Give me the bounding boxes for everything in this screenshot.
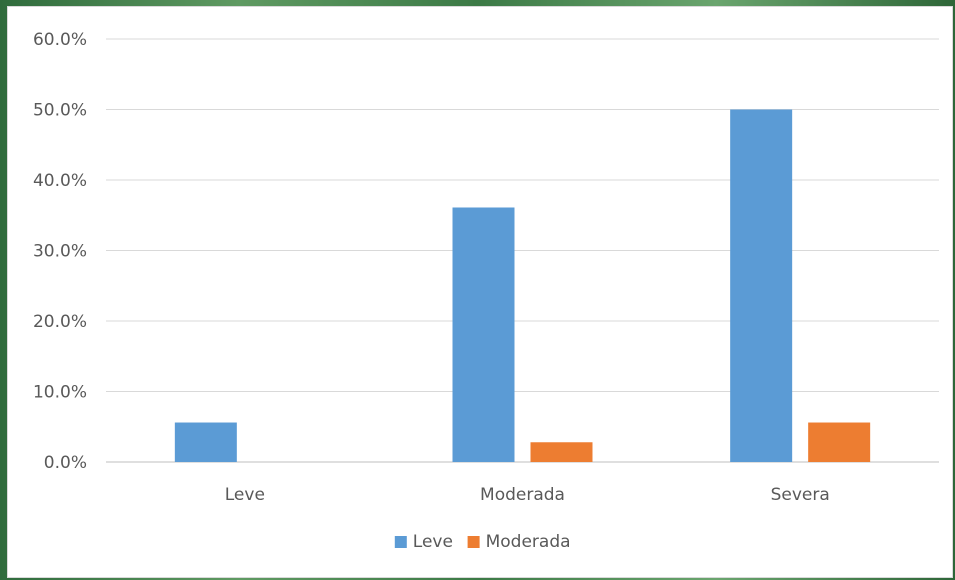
y-tick-label: 0.0% <box>44 453 87 473</box>
y-tick-label: 10.0% <box>33 383 87 403</box>
x-category-label: Severa <box>771 485 830 505</box>
legend-label: Leve <box>413 532 453 552</box>
bar-moderada-moderada <box>530 442 593 462</box>
legend-label: Moderada <box>486 532 571 552</box>
y-tick-label: 60.0% <box>33 30 87 50</box>
y-tick-label: 50.0% <box>33 101 87 121</box>
y-tick-label: 20.0% <box>33 312 87 332</box>
bar-chart: 0.0% 10.0% 20.0% 30.0% 40.0% 50.0% 60.0% Leve Mo… <box>33 30 939 552</box>
y-tick-label: 40.0% <box>33 171 87 191</box>
legend-swatch <box>394 536 407 548</box>
bar-leve-severa <box>730 109 793 462</box>
bar-moderada-severa <box>808 422 871 462</box>
legend-swatch <box>467 536 480 548</box>
bar-leve-leve <box>174 422 237 462</box>
bar-leve-moderada <box>452 207 515 462</box>
x-category-label: Moderada <box>480 485 565 505</box>
x-category-label: Leve <box>225 485 265 505</box>
y-tick-label: 30.0% <box>33 242 87 262</box>
chart-area: 0.0% 10.0% 20.0% 30.0% 40.0% 50.0% 60.0% Leve Mo… <box>7 6 953 578</box>
